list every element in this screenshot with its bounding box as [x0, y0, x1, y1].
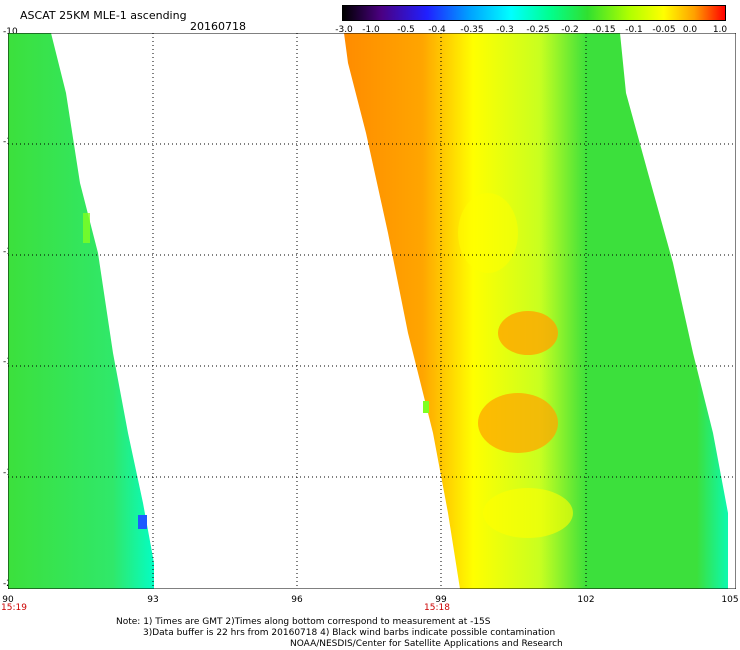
footnote: Note: 1) Times are GMT 2)Times along bot… — [116, 617, 491, 627]
blue-pixel — [138, 515, 147, 529]
colorbar-label: 1.0 — [712, 25, 728, 35]
swath-map — [8, 33, 736, 589]
lon-label: 96 — [291, 595, 303, 605]
lon-label: 102 — [577, 595, 595, 605]
green-pixel — [423, 401, 429, 413]
yellow-patch — [483, 488, 573, 538]
lon-label: 99 — [435, 595, 447, 605]
lat-label: -10 — [3, 27, 18, 37]
yellow-pixel — [83, 213, 90, 243]
colorbar-label: -0.1 — [625, 25, 643, 35]
lon-label: 90 — [2, 595, 14, 605]
orange-patch — [498, 311, 558, 355]
lon-label: 105 — [721, 595, 739, 605]
yellow-patch — [458, 193, 518, 273]
colorbar-label: -0.4 — [428, 25, 446, 35]
plot-title: ASCAT 25KM MLE-1 ascending — [20, 9, 187, 22]
colorbar-label: -0.2 — [561, 25, 579, 35]
pass-time: 15:19 — [1, 603, 27, 613]
footnote: NOAA/NESDIS/Center for Satellite Applica… — [290, 639, 563, 649]
pass-time: 15:18 — [424, 603, 450, 613]
colorbar-label: -0.3 — [496, 25, 514, 35]
colorbar-label: -0.15 — [592, 25, 616, 35]
colorbar-label: 0.0 — [682, 25, 698, 35]
colorbar-label: -0.05 — [652, 25, 676, 35]
colorbar-label: -0.25 — [526, 25, 550, 35]
plot-date: 20160718 — [190, 20, 246, 33]
footnote: 3)Data buffer is 22 hrs from 20160718 4)… — [143, 628, 556, 638]
colorbar-label: -1.0 — [362, 25, 380, 35]
swath-left — [8, 33, 154, 589]
colorbar-label: -3.0 — [335, 25, 353, 35]
lon-label: 93 — [147, 595, 159, 605]
orange-patch — [478, 393, 558, 453]
colorbar-label: -0.5 — [397, 25, 415, 35]
colorbar — [342, 5, 726, 21]
colorbar-label: -0.35 — [460, 25, 484, 35]
